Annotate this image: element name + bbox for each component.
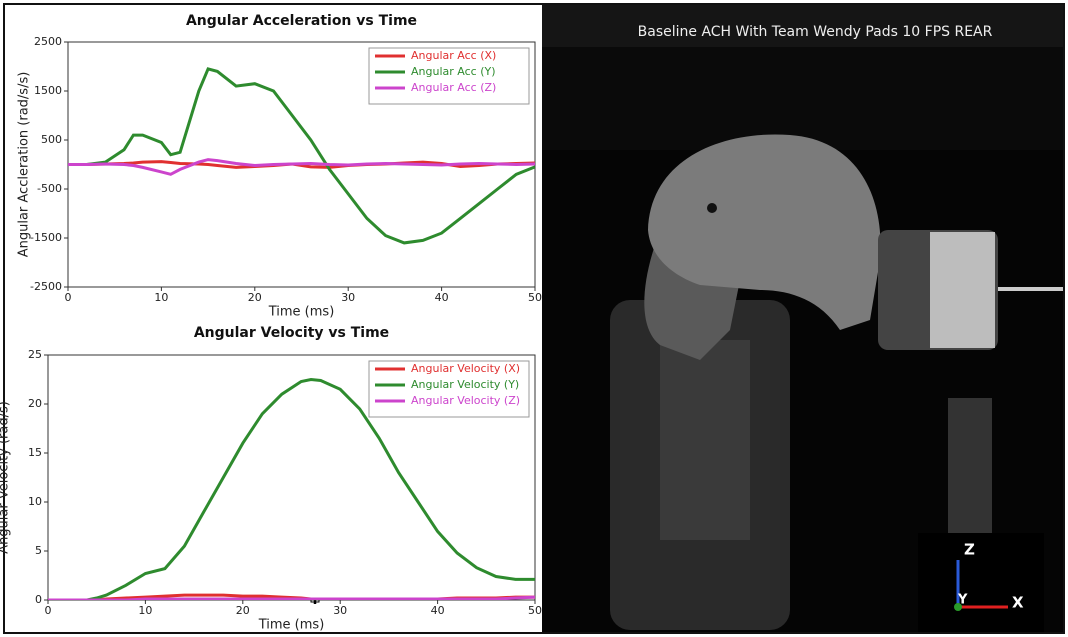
legend-label: Angular Velocity (Y) [411,378,519,391]
legend-label: Angular Acc (Y) [411,65,496,78]
axis-triad-box [918,533,1044,632]
triad-z-label: Z [964,541,975,559]
x-axis-label: Time (ms) [268,305,335,320]
legend-label: Angular Velocity (X) [411,362,520,375]
x-tick-label: 40 [431,604,445,617]
triad-x-label: X [1012,594,1024,612]
impactor-rod [998,287,1063,291]
y-tick-label: 25 [28,348,42,361]
triad-y-label: Y [957,593,968,608]
helmet-bolt [707,203,717,213]
y-tick-label: -1500 [30,231,62,244]
y-tick-label: 10 [28,495,42,508]
chart-title: Angular Velocity vs Time [194,325,389,341]
y-tick-label: 1500 [34,84,62,97]
y-tick-label: 0 [35,593,42,606]
x-tick-label: 0 [45,604,52,617]
impactor-face [930,232,995,348]
x-tick-label: 10 [154,291,168,304]
screen: Baseline ACH With Team Wendy Pads 10 FPS… [0,0,1068,637]
y-tick-label: -500 [37,182,62,195]
y-tick-label: -2500 [30,280,62,293]
x-tick-label: 10 [138,604,152,617]
y-axis-label: Angular Velocity (rad/s) [0,401,12,554]
x-tick-label: 20 [248,291,262,304]
stand [948,398,992,548]
legend-label: Angular Velocity (Z) [411,394,520,407]
x-tick-label: 20 [236,604,250,617]
x-tick-label: 50 [528,604,542,617]
x-tick-label: 30 [341,291,355,304]
legend-label: Angular Acc (X) [411,49,496,62]
y-tick-label: 2500 [34,35,62,48]
x-tick-label: 0 [65,291,72,304]
y-tick-label: 15 [28,446,42,459]
x-axis-label: Time (ms) [258,618,325,633]
y-tick-label: 5 [35,544,42,557]
y-tick-label: 20 [28,397,42,410]
x-tick-label: 40 [435,291,449,304]
chart: Angular Acceleration vs Time -2500 -1500 -5… [17,13,543,320]
page: Baseline ACH With Team Wendy Pads 10 FPS… [0,0,1068,637]
chart-title: Angular Acceleration vs Time [186,13,417,29]
chart: Angular Velocity vs Time 0 5 10 15 20 25 0 10 20 3… [0,325,542,633]
x-tick-label: 50 [528,291,542,304]
legend-label: Angular Acc (Z) [411,81,496,94]
x-tick-label: 30 [333,604,347,617]
y-axis-label: Angular Accleration (rad/s/s) [17,72,32,258]
video-title: Baseline ACH With Team Wendy Pads 10 FPS… [638,24,993,40]
y-tick-label: 500 [41,133,62,146]
video-panel: Baseline ACH With Team Wendy Pads 10 FPS… [542,5,1063,632]
neck-spine [660,340,750,540]
